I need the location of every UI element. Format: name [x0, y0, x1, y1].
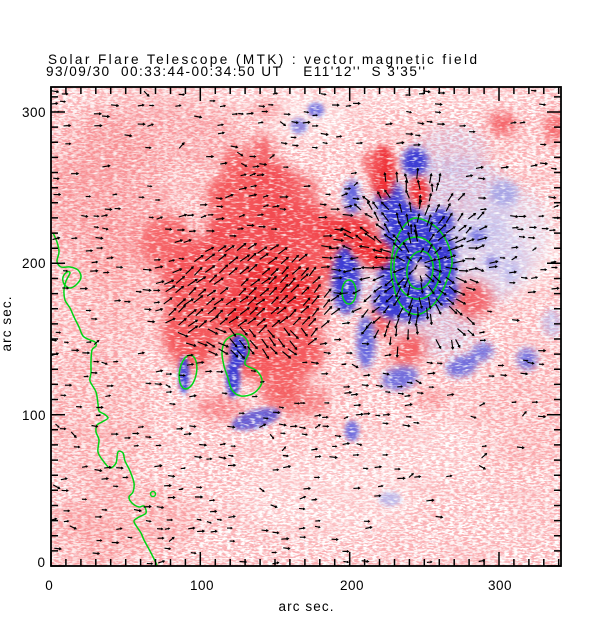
svg-text:arc sec.: arc sec. — [0, 297, 14, 352]
svg-text:arc sec.: arc sec. — [279, 599, 334, 614]
svg-text:300: 300 — [22, 105, 46, 120]
svg-text:100: 100 — [190, 578, 214, 593]
svg-text:300: 300 — [488, 578, 512, 593]
svg-text:0: 0 — [45, 578, 53, 593]
svg-text:100: 100 — [22, 408, 46, 423]
svg-text:Solar Flare Telescope (MTK) :: Solar Flare Telescope (MTK) : vector mag… — [48, 52, 477, 67]
svg-text:200: 200 — [22, 256, 46, 271]
svg-text:200: 200 — [340, 578, 364, 593]
svg-text:0: 0 — [37, 555, 45, 570]
svg-text:93/09/30 00:33:44-00:34:50 UT: 93/09/30 00:33:44-00:34:50 UT E11'12'' S… — [46, 64, 425, 79]
